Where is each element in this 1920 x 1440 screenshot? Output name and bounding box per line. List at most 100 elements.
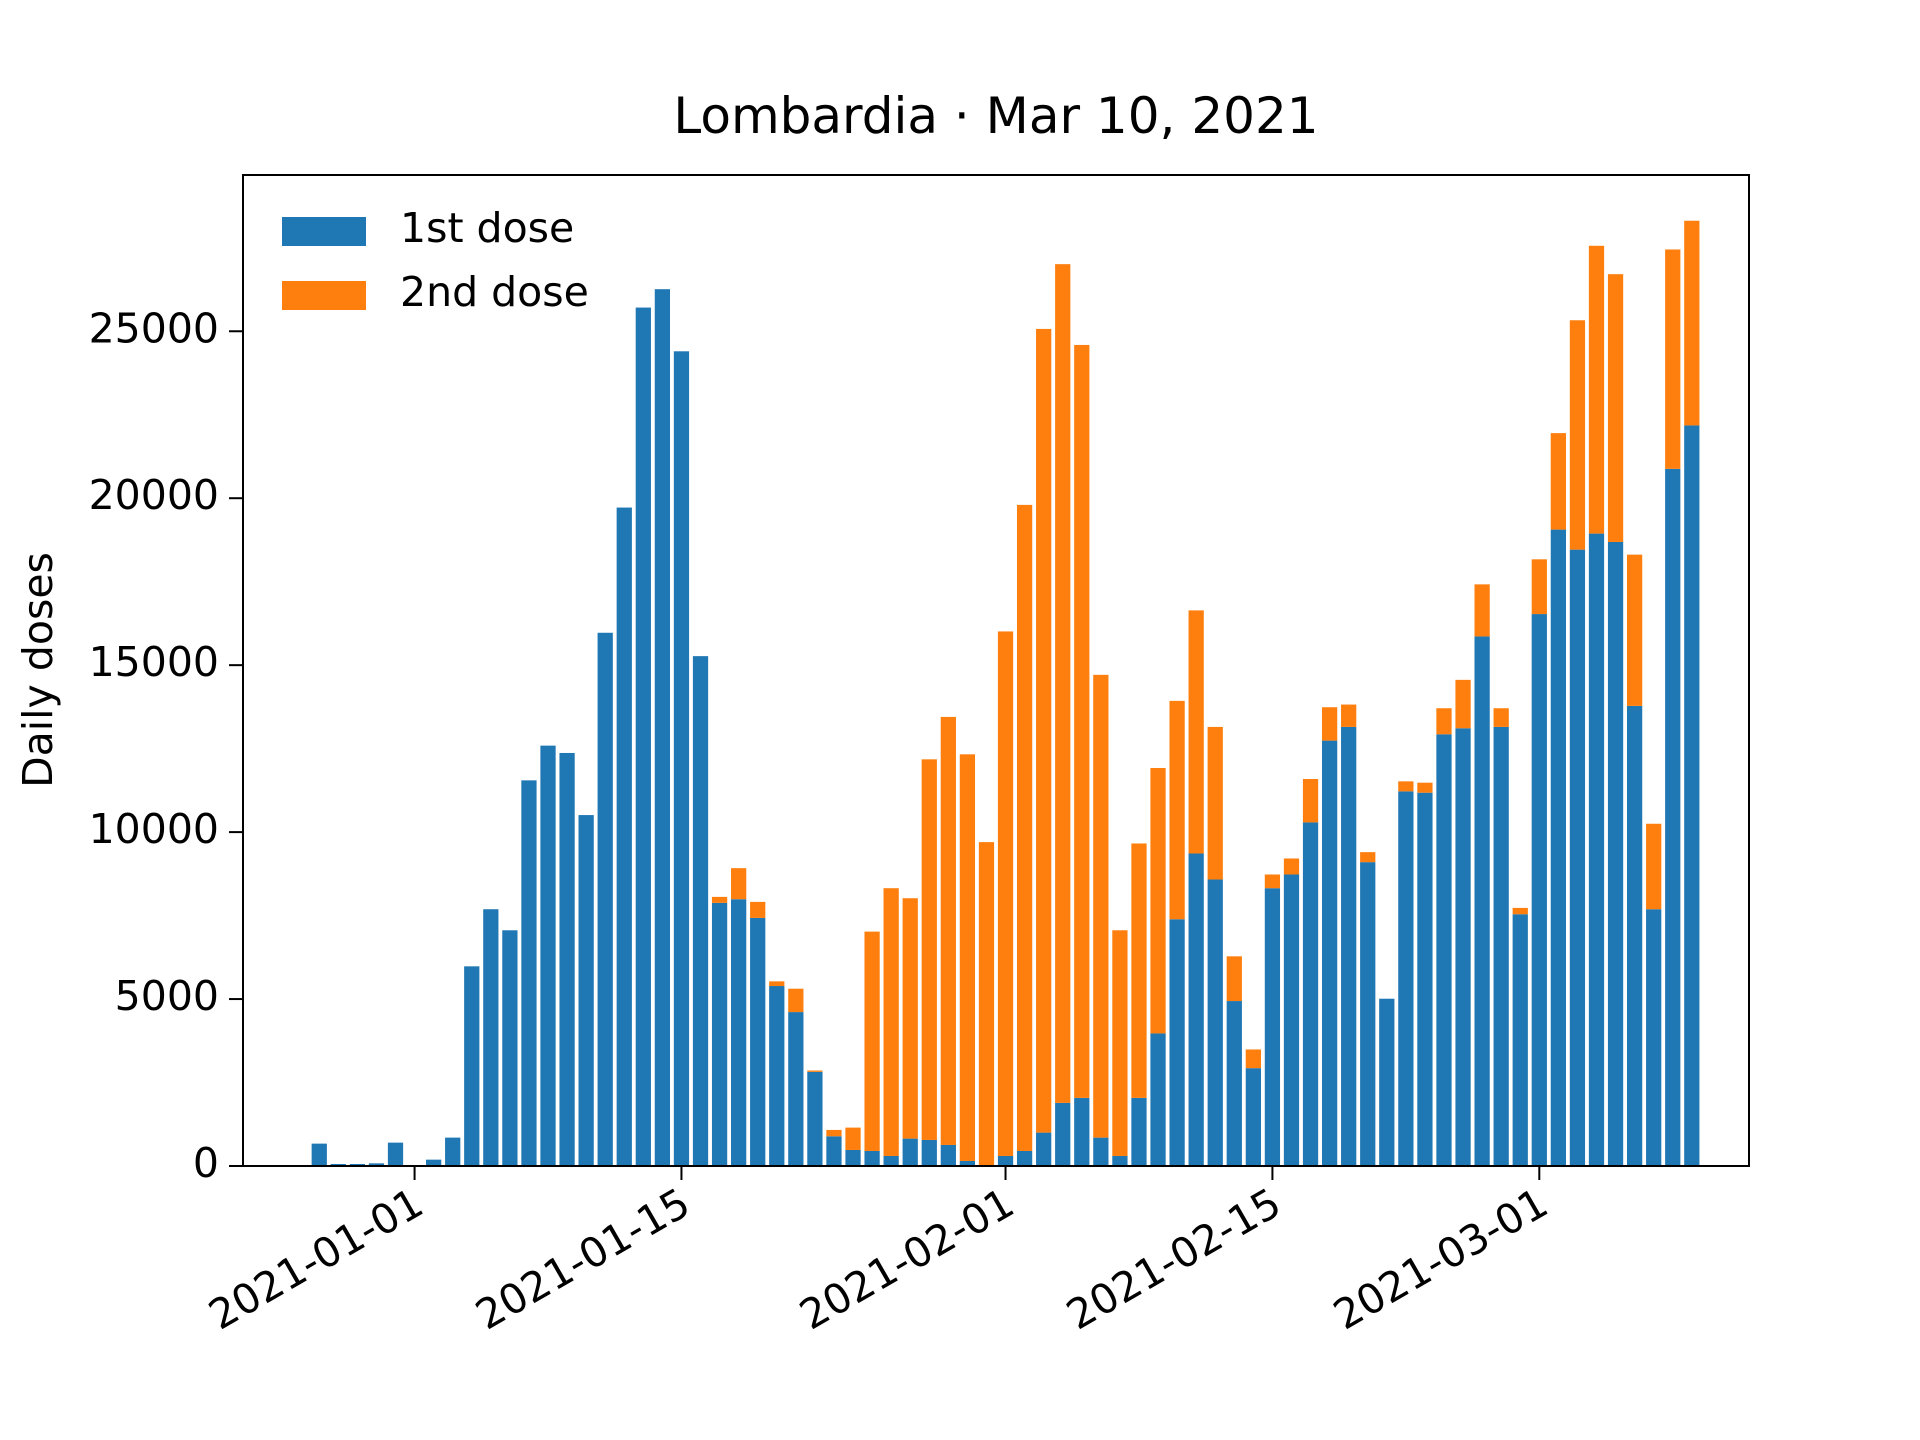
bar [1569,549,1586,1166]
bar [864,1150,880,1166]
bar [1417,792,1433,1166]
bar [902,898,918,1139]
bar [1646,823,1662,910]
bar [1131,1097,1147,1166]
bar [997,631,1014,1156]
bar [959,754,976,1161]
bar [1112,930,1128,1156]
bar [654,289,671,1167]
bar [1188,853,1204,1166]
bar [1131,843,1147,1098]
bar [1474,584,1490,637]
bar [1531,559,1547,615]
bar [1626,554,1643,706]
bar [788,1012,804,1166]
bar [1093,1137,1109,1166]
bar [1150,1033,1166,1166]
bar [1321,740,1338,1166]
bar [959,1160,976,1166]
bar [1550,529,1566,1166]
y-tick-label: 5000 [115,972,219,1020]
bar [1036,1132,1052,1166]
bar [788,988,804,1013]
bar [1550,433,1566,530]
bar [769,981,785,987]
bar [673,351,690,1166]
legend-swatch [282,281,366,310]
bar [1684,220,1700,426]
bar [1226,1001,1242,1166]
bar [864,931,880,1151]
y-tick-label: 10000 [89,805,219,853]
bar [635,307,651,1166]
bar [1302,822,1319,1166]
bar [616,507,632,1166]
bar [1093,674,1109,1138]
bar [826,1136,842,1166]
bar [1074,1097,1090,1166]
bar [1036,328,1052,1133]
bar [1493,708,1509,727]
bar [750,901,766,918]
bar [311,1143,327,1166]
bar [731,868,747,900]
bar [1531,614,1547,1166]
bar [349,1163,366,1166]
chart-title: Lombardia · Mar 10, 2021 [673,87,1318,145]
legend-label: 1st dose [400,204,574,252]
bar [1360,862,1376,1166]
y-tick-label: 20000 [89,471,219,519]
bar [1074,344,1090,1098]
bar [1569,320,1586,550]
bar [1264,874,1281,889]
bar [1512,907,1528,915]
bar [1245,1068,1261,1166]
bar [1207,726,1223,880]
bar [807,1071,823,1166]
bar [1341,704,1357,727]
bar [692,656,709,1166]
bar [1169,700,1185,920]
y-tick-label: 15000 [89,638,219,686]
legend-swatch [282,217,366,246]
bar [368,1163,385,1166]
y-tick-label: 0 [193,1139,219,1187]
bar [1436,734,1452,1166]
bar [1207,879,1223,1166]
bar [1665,249,1681,469]
bar [1436,708,1452,735]
bar [1455,728,1471,1166]
bar [940,1144,956,1166]
bar [1360,852,1376,863]
bar [483,909,499,1166]
bar [1588,533,1605,1166]
bar [1302,779,1319,823]
bar [845,1149,861,1166]
bar [1607,274,1624,542]
bar [1474,636,1490,1166]
bar [387,1142,404,1166]
bar [1493,726,1509,1166]
y-axis-label: Daily doses [14,552,62,788]
bar [921,1139,937,1166]
bar [1016,1150,1033,1166]
bar [1512,914,1528,1166]
bar [330,1163,346,1166]
bar [921,759,937,1140]
bar [940,716,956,1145]
bar [1607,541,1624,1166]
bar [711,902,728,1166]
bar [521,780,537,1166]
bar [769,986,785,1166]
bar [1264,888,1281,1166]
y-tick-label: 25000 [89,304,219,352]
bar [1055,264,1071,1103]
bar [1398,791,1414,1166]
bar [1646,909,1662,1166]
bar [559,752,575,1166]
bar [597,632,613,1166]
bar [1055,1102,1071,1166]
bar [502,930,518,1166]
bar [1417,782,1433,793]
